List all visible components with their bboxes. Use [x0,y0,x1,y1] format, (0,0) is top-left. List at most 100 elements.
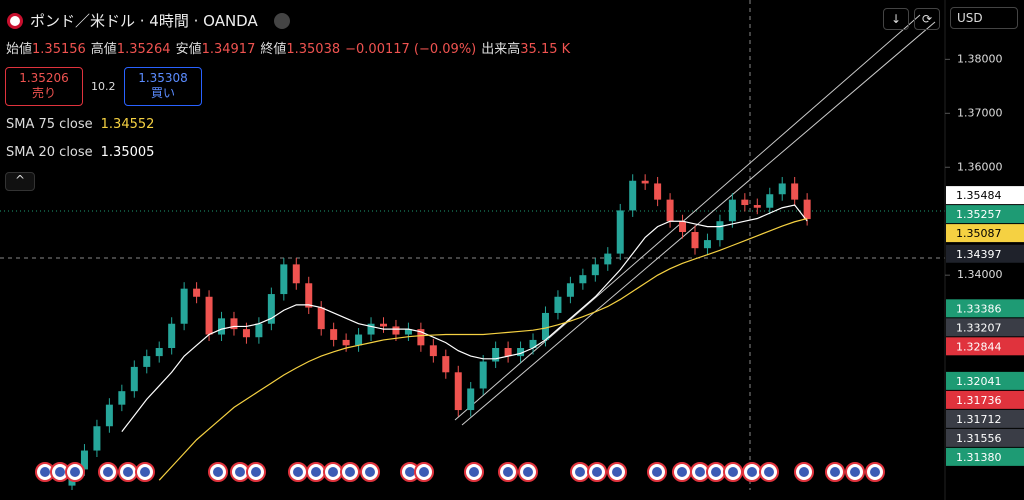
plot [68,174,811,490]
candle-body [155,348,163,357]
candle-body [168,323,176,349]
event-flag-inner [711,467,721,477]
buy-button[interactable]: 1.35308 買い [124,67,202,106]
event-flag-inner [140,467,150,477]
candle-body [716,221,724,241]
event-flag-inner [213,467,223,477]
event-flag-inner [677,467,687,477]
candle-body [753,205,761,208]
event-flag-inner [503,467,513,477]
candle-body [492,348,500,362]
candle-body [467,388,475,411]
event-flag-inner [747,467,757,477]
candle-body [280,264,288,295]
candle-body [205,296,213,335]
candle-body [292,264,300,284]
sell-button[interactable]: 1.35206 売り [5,67,83,106]
candle-body [380,323,387,327]
event-flag-inner [799,467,809,477]
ohlc-label: 終値 [260,42,287,57]
event-flag-inner [523,467,533,477]
candle-body [80,450,88,470]
event-flag-inner [40,467,50,477]
price-badge [946,186,1024,205]
candle-body [355,334,363,346]
price-badge-label: 1.33207 [956,321,1002,334]
candle-body [604,253,612,265]
event-flag-inner [612,467,622,477]
symbol: ポンド／米ドル · 4時間 · OANDA [30,12,258,30]
price-badge [946,390,1024,409]
indicator-value: 1.35005 [100,145,155,160]
candle-body [728,199,736,222]
event-flag-inner [311,467,321,477]
y-tick-label: 1.34000 [957,268,1003,281]
event-flag-inner [575,467,585,477]
candle-body [317,307,325,330]
event-flag-inner [830,467,840,477]
spread: 10.2 [91,80,116,93]
event-flag-inner [728,467,738,477]
event-flag-inner [365,467,375,477]
candle-body [504,348,512,357]
candle-body [654,183,662,200]
indicator: SMA 20 close 1.35005 [6,145,154,160]
candle-body [641,180,649,184]
symbol-row: ポンド／米ドル · 4時間 · OANDA [6,10,290,31]
price-badge-label: 1.32844 [956,340,1002,353]
price-badge [946,371,1024,390]
event-flag-inner [592,467,602,477]
ohlc-value: 1.35264 [116,42,171,57]
ohlc-label: 高値 [90,42,117,57]
collapse-button[interactable]: ^ [5,172,35,191]
candle-body [267,294,275,324]
event-flag-inner [328,467,338,477]
buy-price: 1.35308 [138,71,188,85]
price-badge-label: 1.33386 [956,302,1002,315]
candle-body [766,194,774,208]
price-badge-label: 1.31556 [956,432,1002,445]
y-tick-label: 1.37000 [957,106,1003,119]
candle-body [255,323,263,338]
candle-body [703,240,711,249]
ohlc-row: 始値1.35156 高値1.35264 安値1.34917 終値1.35038 −0.0… [6,38,570,57]
ohlc-label: 安値 [175,42,202,57]
candle-body [330,329,338,340]
event-flag-inner [70,467,80,477]
y-tick-label: 1.38000 [957,52,1003,65]
currency-select[interactable]: USD [950,7,1018,29]
event-flag-inner [251,467,261,477]
sell-price: 1.35206 [19,71,69,85]
candle-body [392,326,400,335]
candle-body [130,366,138,392]
minus-button[interactable] [273,12,290,29]
currency: USD [957,11,983,25]
trend-line [454,14,921,421]
trend-line [461,21,936,426]
symbol-flag [7,12,23,29]
candle-body [93,426,101,451]
down-button[interactable]: ↓ [883,8,909,30]
candle-body [180,288,188,324]
event-flag-inner [695,467,705,477]
price-badge-label: 1.32041 [956,375,1002,388]
refresh-button[interactable]: ⟳ [914,8,940,30]
candle-body [442,356,450,373]
candle-body [193,288,201,297]
candle-body [517,348,525,357]
price-badge-label: 1.35087 [956,227,1002,240]
event-flag-inner [870,467,880,477]
event-flag-inner [345,467,355,477]
candle-body [342,339,350,346]
candle-body [529,339,537,349]
ohlc-value: 1.34917 [201,42,256,57]
price-badge [946,224,1024,243]
price-badge [946,318,1024,337]
candle-body [566,283,574,297]
price-badge [946,409,1024,428]
candle-body [454,372,462,411]
event-flag-inner [469,467,479,477]
candle-body [591,264,599,276]
